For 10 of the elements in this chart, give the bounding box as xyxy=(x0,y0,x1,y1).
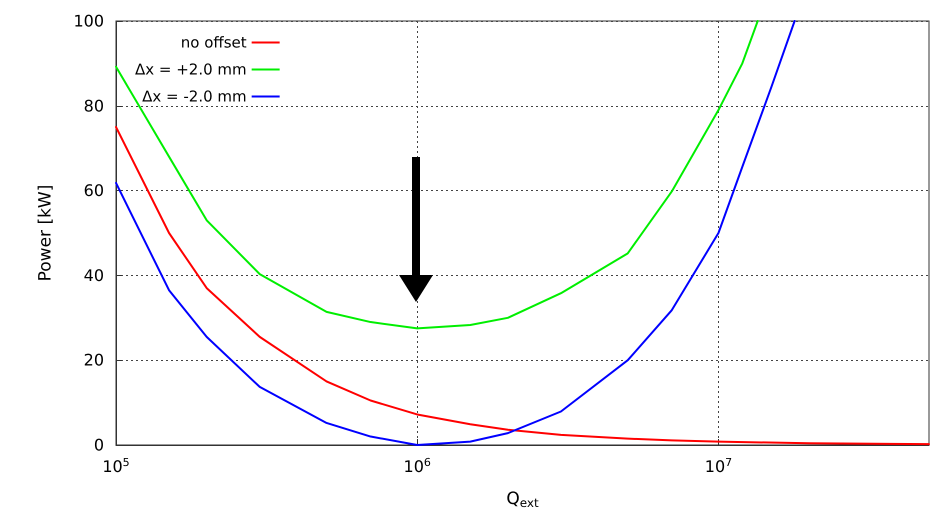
legend-label: Δx = +2.0 mm xyxy=(134,60,247,78)
y-axis-title: Power [kW] xyxy=(36,184,56,282)
legend-label: no offset xyxy=(180,34,247,52)
y-tick-label: 60 xyxy=(84,181,104,200)
y-tick-label: 100 xyxy=(73,12,104,30)
y-tick-label: 40 xyxy=(84,266,104,285)
y-tick-label: 80 xyxy=(84,96,104,116)
y-tick-label: 20 xyxy=(84,350,104,370)
legend-label: Δx = -2.0 mm xyxy=(142,88,247,106)
y-tick-label: 0 xyxy=(94,436,104,454)
